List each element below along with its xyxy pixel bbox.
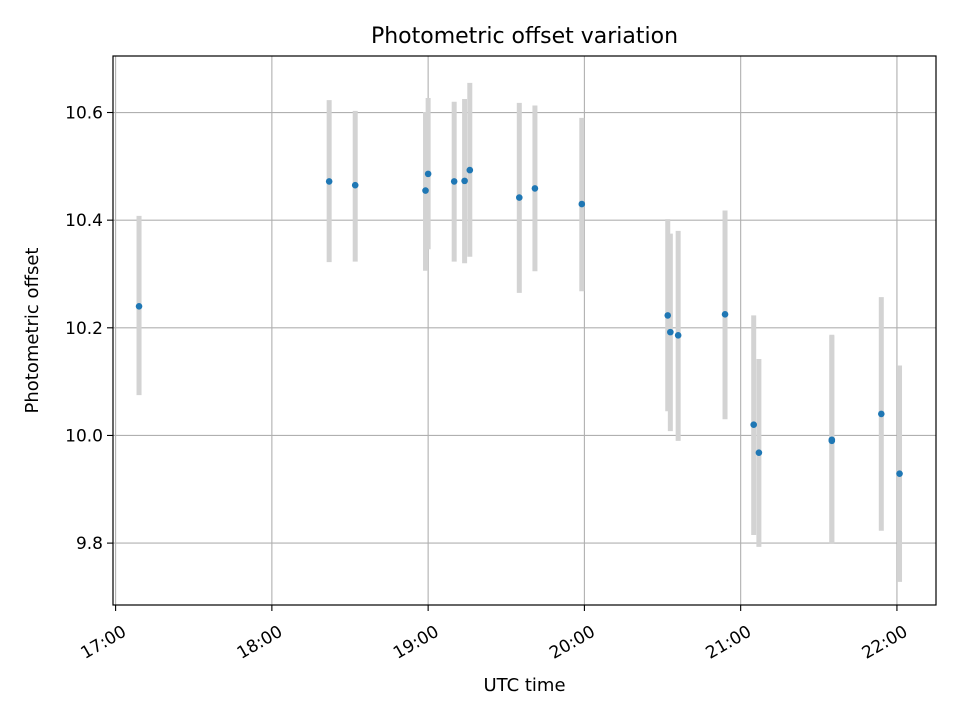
data-point (674, 332, 682, 339)
data-point (351, 181, 359, 189)
data-point (422, 187, 429, 194)
y-tick-label: 10.0 (65, 426, 103, 446)
data-point (878, 410, 885, 418)
data-point (664, 312, 672, 319)
data-point (450, 178, 458, 185)
data-point (135, 302, 143, 310)
plot-frame (112, 55, 937, 606)
data-point (750, 421, 757, 428)
data-point (578, 200, 586, 208)
data-point (896, 470, 903, 477)
data-point (424, 170, 432, 178)
data-point (828, 436, 836, 444)
chart-title: Photometric offset variation (371, 24, 678, 49)
data-point (461, 177, 468, 185)
y-tick-label: 10.2 (65, 319, 103, 339)
x-axis-label: UTC time (483, 675, 565, 696)
data-point (755, 449, 763, 456)
data-point (667, 328, 674, 336)
data-point (721, 311, 729, 318)
data-point (325, 178, 333, 185)
y-axis-label: Photometric offset (22, 248, 43, 414)
data-point (466, 166, 474, 174)
y-tick-label: 10.4 (65, 211, 103, 231)
y-tick-label: 9.8 (76, 534, 103, 554)
data-point (531, 185, 539, 192)
data-points (135, 166, 903, 477)
y-tick-label: 10.6 (65, 104, 103, 124)
data-point (515, 194, 523, 201)
y-axis-ticks: 9.8 10.0 10.2 10.4 10.6 (65, 104, 113, 554)
